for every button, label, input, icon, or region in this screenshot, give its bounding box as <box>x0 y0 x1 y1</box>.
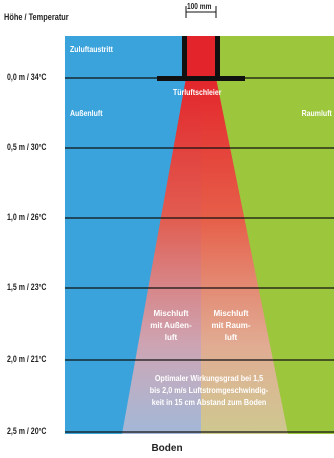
y-label-0: 0,0 m / 34°C <box>7 72 47 82</box>
mix-room-label: Mischluft mit Raum- luft <box>211 309 251 342</box>
y-label-3: 1,5 m / 23°C <box>7 282 47 292</box>
dimension-label: 100 mm <box>187 2 212 11</box>
optimum-note: Optimaler Wirkungsgrad bei 1,5 bis 2,0 m… <box>149 374 269 407</box>
mix-outside-label: Mischluft mit Außen- luft <box>150 309 192 342</box>
y-label-4: 2,0 m / 21°C <box>7 354 47 364</box>
outside-air-label: Außenluft <box>70 108 103 118</box>
zuluft-label: Zuluftaustritt <box>70 44 113 54</box>
device-right-wall <box>215 36 220 80</box>
y-label-1: 0,5 m / 30°C <box>7 142 47 152</box>
y-label-2: 1,0 m / 26°C <box>7 212 47 222</box>
air-jet-cone <box>122 78 288 434</box>
nozzle <box>186 36 216 80</box>
dimension-marker <box>185 6 217 18</box>
y-label-5: 2,5 m / 20°C <box>7 426 47 436</box>
device-left-wall <box>182 36 187 80</box>
axis-title: Höhe / Temperatur <box>4 12 69 22</box>
height-gridlines <box>65 77 334 433</box>
curtain-label: Türluftschleier <box>173 87 222 97</box>
room-air-label: Raumluft <box>301 108 332 118</box>
floor-label: Boden <box>151 443 183 454</box>
